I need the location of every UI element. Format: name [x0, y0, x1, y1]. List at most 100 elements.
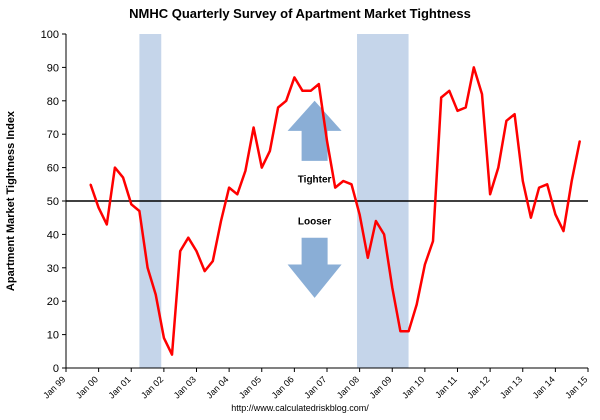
data-point [195, 250, 198, 252]
data-point [497, 166, 500, 169]
data-point [505, 120, 508, 122]
axes: 0 10 20 30 40 50 60 70 80 90 100 Jan 99 Jan 00 Jan 01… [41, 29, 590, 401]
data-point [570, 180, 573, 182]
data-point [562, 230, 565, 232]
data-point [97, 206, 100, 209]
data-point [432, 240, 434, 242]
data-point [521, 180, 524, 182]
y-tick-label: 30 [47, 263, 59, 275]
data-point [326, 140, 328, 142]
data-point [538, 186, 540, 189]
data-point [366, 256, 369, 259]
data-point [554, 213, 557, 216]
y-tick-label: 20 [47, 296, 59, 308]
data-point [383, 233, 385, 236]
data-point [350, 183, 353, 186]
data-point [163, 337, 165, 339]
data-point [244, 170, 247, 172]
data-point [579, 140, 581, 142]
data-point [269, 150, 271, 152]
data-point [489, 193, 491, 196]
x-tick-label: Jan 15 [563, 374, 589, 400]
chart-title: NMHC Quarterly Survey of Apartment Marke… [129, 6, 471, 21]
data-point [513, 113, 516, 115]
data-point [228, 186, 230, 189]
x-tick-label: Jan 01 [106, 374, 132, 400]
x-tick-label: Jan 08 [335, 374, 361, 400]
x-tick-label: Jan 05 [237, 374, 263, 400]
y-tick-label: 10 [47, 330, 59, 342]
x-tick-label: Jan 02 [139, 374, 165, 400]
data-point [220, 220, 222, 222]
data-point [301, 89, 304, 92]
data-point [179, 250, 181, 252]
direction-arrows [287, 100, 342, 298]
x-tick-label: Jan 12 [465, 374, 491, 400]
data-point [171, 353, 173, 356]
data-point [481, 93, 483, 95]
annotation-looser: Looser [298, 216, 331, 227]
data-point [342, 180, 345, 182]
data-point [146, 267, 149, 269]
data-point [187, 236, 190, 239]
data-point [473, 66, 475, 69]
data-point [391, 287, 394, 289]
data-point [236, 193, 239, 196]
x-tick-label: Jan 11 [433, 374, 459, 400]
y-tick-label: 50 [47, 196, 59, 208]
x-tick-label: Jan 13 [498, 374, 524, 400]
data-point [212, 260, 214, 262]
data-point [89, 183, 92, 186]
data-point [358, 213, 361, 216]
data-point [277, 106, 279, 109]
data-point [130, 203, 133, 206]
y-tick-label: 70 [47, 129, 59, 141]
x-tick-label: Jan 06 [270, 374, 296, 400]
series-line-0 [89, 66, 582, 356]
data-point [293, 76, 296, 79]
source-url: http://www.calculatedriskblog.com/ [231, 403, 369, 413]
x-tick-label: Jan 03 [172, 374, 198, 400]
data-point [440, 96, 442, 99]
data-point [375, 220, 377, 222]
data-point [105, 223, 108, 226]
y-tick-label: 90 [47, 62, 59, 74]
data-point [203, 270, 206, 272]
x-tick-label: Jan 00 [74, 374, 100, 400]
x-tick-label: Jan 99 [41, 374, 67, 400]
x-tick-label: Jan 07 [302, 374, 328, 400]
data-point [424, 263, 426, 266]
data-point [309, 89, 312, 92]
data-point [415, 303, 418, 306]
data-point [546, 183, 549, 186]
series-group [89, 66, 582, 356]
data-point [456, 110, 459, 112]
data-point [114, 166, 116, 169]
data-point [448, 89, 451, 92]
y-tick-label: 60 [47, 163, 59, 175]
data-point [399, 330, 402, 333]
data-point [285, 100, 288, 102]
y-tick-label: 100 [41, 29, 59, 41]
y-tick-label: 80 [47, 96, 59, 108]
data-point [138, 210, 141, 212]
data-point [407, 330, 410, 333]
data-point [318, 83, 320, 85]
x-tick-label: Jan 10 [400, 374, 426, 400]
data-point [334, 186, 336, 189]
data-point [464, 106, 467, 109]
chart-text: NMHC Quarterly Survey of Apartment Marke… [5, 6, 471, 413]
data-point [530, 216, 532, 219]
data-point [252, 126, 255, 129]
x-tick-label: Jan 14 [531, 374, 557, 400]
y-tick-label: 0 [53, 363, 59, 375]
y-tick-label: 40 [47, 229, 59, 241]
data-point [122, 176, 124, 179]
annotation-tighter: Tighter [298, 175, 332, 186]
x-tick-label: Jan 09 [367, 374, 393, 400]
y-axis-title: Apartment Market Tightness Index [5, 110, 17, 291]
arrow-down-icon [287, 237, 342, 298]
arrow-up-icon [287, 100, 342, 161]
x-tick-label: Jan 04 [204, 374, 230, 400]
